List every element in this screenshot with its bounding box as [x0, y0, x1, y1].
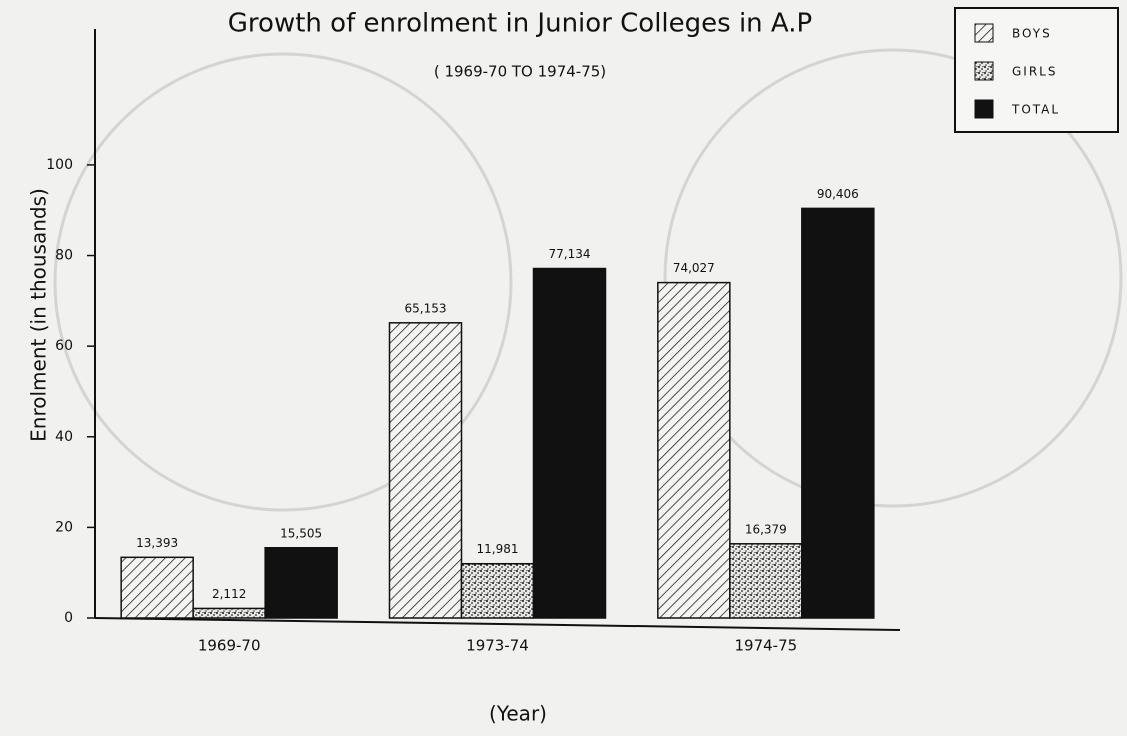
legend-label: BOYS [1012, 27, 1052, 41]
x-tick-label: 1969-70 [198, 637, 261, 655]
value-label: 90,406 [817, 187, 859, 201]
y-tick-label: 20 [55, 519, 73, 535]
value-label: 15,505 [280, 526, 322, 540]
y-axis-title: Enrolment (in thousands) [27, 188, 51, 442]
value-label: 16,379 [745, 522, 787, 536]
bar [730, 544, 802, 618]
x-axis-title: (Year) [489, 702, 547, 726]
bar [658, 283, 730, 618]
bar [193, 608, 265, 618]
legend-swatch [975, 100, 993, 118]
value-label: 13,393 [136, 536, 178, 550]
value-label: 65,153 [405, 301, 447, 315]
x-tick-label: 1974-75 [734, 637, 797, 655]
x-axis [95, 618, 900, 630]
bar [802, 208, 874, 618]
y-tick-label: 100 [46, 157, 73, 173]
y-tick-label: 60 [55, 338, 73, 354]
value-label: 74,027 [673, 261, 715, 275]
bar [121, 557, 193, 618]
legend-label: TOTAL [1011, 103, 1060, 117]
chart: Growth of enrolment in Junior Colleges i… [0, 0, 1127, 736]
y-tick-label: 0 [64, 610, 73, 626]
value-label: 11,981 [477, 542, 519, 556]
bar [265, 548, 337, 618]
chart-subtitle: ( 1969-70 TO 1974-75) [434, 63, 606, 81]
value-label: 2,112 [212, 587, 246, 601]
y-tick-label: 40 [55, 429, 73, 445]
x-tick-label: 1973-74 [466, 637, 529, 655]
bar [534, 269, 606, 618]
y-tick-label: 80 [55, 248, 73, 264]
chart-title: Growth of enrolment in Junior Colleges i… [228, 9, 812, 39]
legend-label: GIRLS [1012, 65, 1057, 79]
value-label: 77,134 [549, 247, 591, 261]
bar [390, 323, 462, 618]
legend-swatch [975, 24, 993, 42]
legend-swatch [975, 62, 993, 80]
bar [462, 564, 534, 618]
